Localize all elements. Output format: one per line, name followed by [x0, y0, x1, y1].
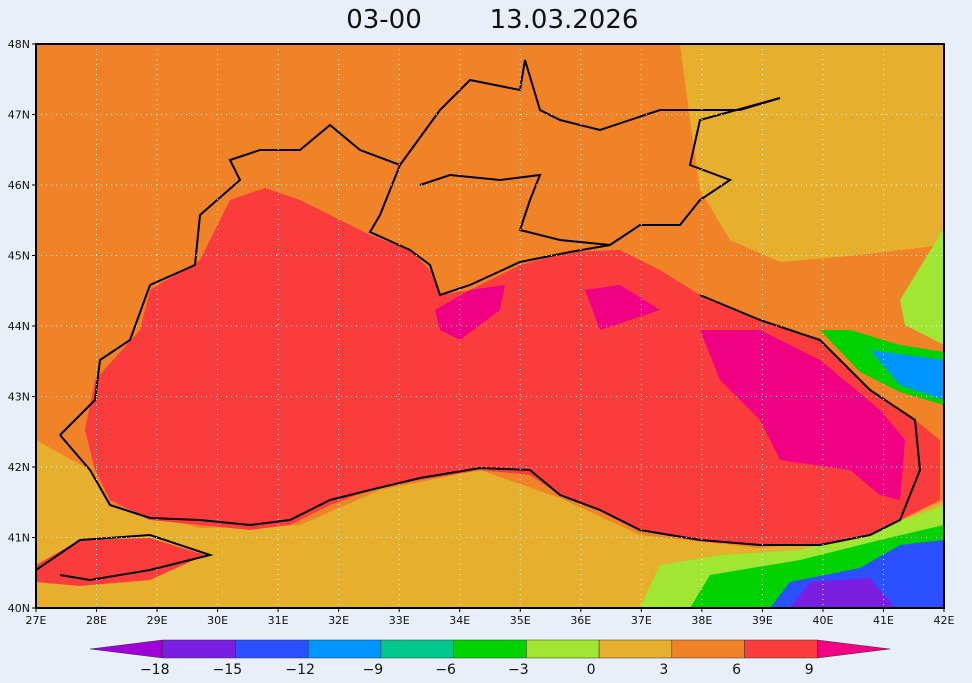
lon-label: 29E	[147, 614, 168, 627]
colorbar-label: −15	[213, 662, 243, 678]
coast-north	[59, 59, 781, 436]
lon-label: 28E	[86, 614, 107, 627]
lat-label: 42N	[8, 461, 30, 474]
lat-label: 47N	[8, 109, 30, 122]
lon-label: 32E	[328, 614, 349, 627]
colorbar-label: −9	[363, 662, 384, 678]
colorbar-box	[307, 639, 382, 659]
colorbar-box	[453, 639, 527, 659]
field-pink-2	[585, 285, 660, 330]
lon-label: 38E	[691, 614, 712, 627]
colorbar-box	[526, 639, 600, 659]
coast-marmara	[35, 533, 214, 582]
colorbar-box	[671, 639, 745, 659]
title-date: 13.03.2026	[490, 5, 639, 35]
title-time: 03-00	[346, 5, 422, 35]
field-blue-e	[870, 350, 944, 400]
lat-label: 40N	[8, 602, 30, 615]
lon-label: 34E	[449, 614, 470, 627]
lon-label: 33E	[389, 614, 410, 627]
lon-label: 40E	[812, 614, 833, 627]
lat-label: 43N	[8, 391, 30, 404]
colorbar-label: 3	[659, 662, 668, 678]
lat-label: 44N	[8, 320, 30, 333]
lon-label: 27E	[26, 614, 47, 627]
lon-label: 39E	[752, 614, 773, 627]
colorbar-box	[380, 639, 454, 659]
lon-label: 36E	[570, 614, 591, 627]
field-violet-se	[790, 578, 895, 608]
temperature-field	[36, 44, 944, 608]
colorbar: −18 −15 −12 −9 −6 −3 0 3 6 9	[89, 639, 891, 678]
colorbar-label: 0	[587, 662, 596, 678]
lon-label: 41E	[873, 614, 894, 627]
lon-label: 35E	[510, 614, 531, 627]
field-yellow-ne	[680, 44, 944, 262]
colorbar-label: 9	[805, 662, 814, 678]
colorbar-box	[744, 639, 818, 659]
lon-label: 42E	[934, 614, 955, 627]
field-lightgreen-e	[900, 228, 944, 345]
coastline	[35, 59, 922, 582]
colorbar-label: −18	[140, 662, 170, 678]
lon-label: 31E	[268, 614, 289, 627]
colorbar-box	[235, 639, 309, 659]
lon-label: 37E	[631, 614, 652, 627]
colorbar-label: 6	[732, 662, 741, 678]
grid	[36, 44, 944, 608]
colorbar-label: −6	[435, 662, 456, 678]
colorbar-box	[162, 639, 236, 659]
coast-south	[59, 294, 922, 546]
colorbar-label: −3	[508, 662, 529, 678]
colorbar-box	[598, 639, 673, 659]
field-red-sw	[36, 538, 205, 586]
field-red-sea	[85, 188, 940, 545]
colorbar-label: −12	[285, 662, 315, 678]
field-pink-3	[700, 330, 905, 500]
axes: 27E 28E 29E 30E 31E 32E 33E 34E 35E 36E 37E 38E 39E 4…	[8, 38, 955, 627]
coast-azov	[419, 173, 611, 246]
lat-label: 45N	[8, 250, 30, 263]
lat-label: 48N	[8, 38, 30, 51]
field-pink-1	[435, 285, 505, 340]
lat-label: 46N	[8, 179, 30, 192]
colorbar-box	[817, 639, 891, 659]
lon-label: 30E	[207, 614, 228, 627]
lat-label: 41N	[8, 532, 30, 545]
